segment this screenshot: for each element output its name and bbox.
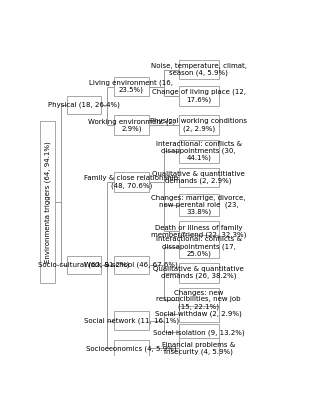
FancyBboxPatch shape bbox=[179, 168, 219, 187]
Text: Socioeconomics (4, 5.9%): Socioeconomics (4, 5.9%) bbox=[86, 345, 176, 352]
FancyBboxPatch shape bbox=[114, 172, 149, 192]
Text: Changes: marrige, divorce,
new perental role  (23,
33.8%): Changes: marrige, divorce, new perental … bbox=[151, 195, 246, 215]
FancyBboxPatch shape bbox=[179, 115, 219, 135]
Text: Death or illness of family
member/friend (22, 32.3%): Death or illness of family member/friend… bbox=[151, 225, 246, 238]
FancyBboxPatch shape bbox=[179, 288, 219, 311]
Text: Changes: new
responcibilities, new job
(15, 22.1%): Changes: new responcibilities, new job (… bbox=[156, 290, 241, 310]
Text: Qualitative & quantitative
demands (26, 38.2%): Qualitative & quantitative demands (26, … bbox=[153, 266, 244, 280]
FancyBboxPatch shape bbox=[114, 77, 149, 96]
Text: Living environment (16,
23.5%): Living environment (16, 23.5%) bbox=[89, 80, 173, 93]
Text: Change of living place (12,
17.6%): Change of living place (12, 17.6%) bbox=[152, 89, 246, 103]
FancyBboxPatch shape bbox=[179, 235, 219, 258]
FancyBboxPatch shape bbox=[40, 121, 55, 283]
FancyBboxPatch shape bbox=[179, 140, 219, 162]
Text: Interactional: conflicts &
dissapointments (17,
25.0%): Interactional: conflicts & dissapointmen… bbox=[156, 236, 242, 257]
FancyBboxPatch shape bbox=[114, 256, 149, 274]
Text: Work & school (46, 67.6%): Work & school (46, 67.6%) bbox=[84, 262, 178, 268]
FancyBboxPatch shape bbox=[179, 263, 219, 283]
Text: Physical working conditions
(2, 2.9%): Physical working conditions (2, 2.9%) bbox=[150, 118, 247, 132]
Text: Social isolation (9, 13.2%): Social isolation (9, 13.2%) bbox=[153, 329, 244, 336]
Text: Qualitative & quantitiative
demands (2, 2.9%): Qualitative & quantitiative demands (2, … bbox=[152, 171, 245, 184]
FancyBboxPatch shape bbox=[179, 60, 219, 80]
FancyBboxPatch shape bbox=[179, 222, 219, 241]
FancyBboxPatch shape bbox=[114, 312, 149, 330]
FancyBboxPatch shape bbox=[179, 324, 219, 340]
Text: Social withdaw (2, 2.9%): Social withdaw (2, 2.9%) bbox=[155, 310, 242, 317]
Text: Social network (11, 16.1%): Social network (11, 16.1%) bbox=[84, 317, 179, 324]
Text: Socio-cultural (62, 91.2%): Socio-cultural (62, 91.2%) bbox=[38, 262, 130, 268]
Text: Interactional: conflicts &
disappointments (30,
44.1%): Interactional: conflicts & disappointmen… bbox=[156, 141, 242, 162]
Text: Environmenta triggers (64, 94.1%): Environmenta triggers (64, 94.1%) bbox=[44, 141, 51, 263]
FancyBboxPatch shape bbox=[114, 115, 149, 135]
FancyBboxPatch shape bbox=[179, 338, 219, 358]
FancyBboxPatch shape bbox=[179, 86, 219, 106]
Text: Physical (18, 26.4%): Physical (18, 26.4%) bbox=[48, 102, 120, 108]
FancyBboxPatch shape bbox=[179, 306, 219, 322]
Text: Working environment (2,
2.9%): Working environment (2, 2.9%) bbox=[88, 118, 175, 132]
FancyBboxPatch shape bbox=[114, 340, 149, 357]
FancyBboxPatch shape bbox=[67, 256, 101, 274]
FancyBboxPatch shape bbox=[67, 96, 101, 114]
Text: Family & close relationship
(48, 70.6%): Family & close relationship (48, 70.6%) bbox=[84, 175, 178, 189]
Text: Noise, temperature, climat,
season (4, 5.9%): Noise, temperature, climat, season (4, 5… bbox=[151, 63, 247, 76]
Text: Financial problems &
insecurity (4, 5.9%): Financial problems & insecurity (4, 5.9%… bbox=[162, 342, 235, 355]
FancyBboxPatch shape bbox=[179, 194, 219, 216]
